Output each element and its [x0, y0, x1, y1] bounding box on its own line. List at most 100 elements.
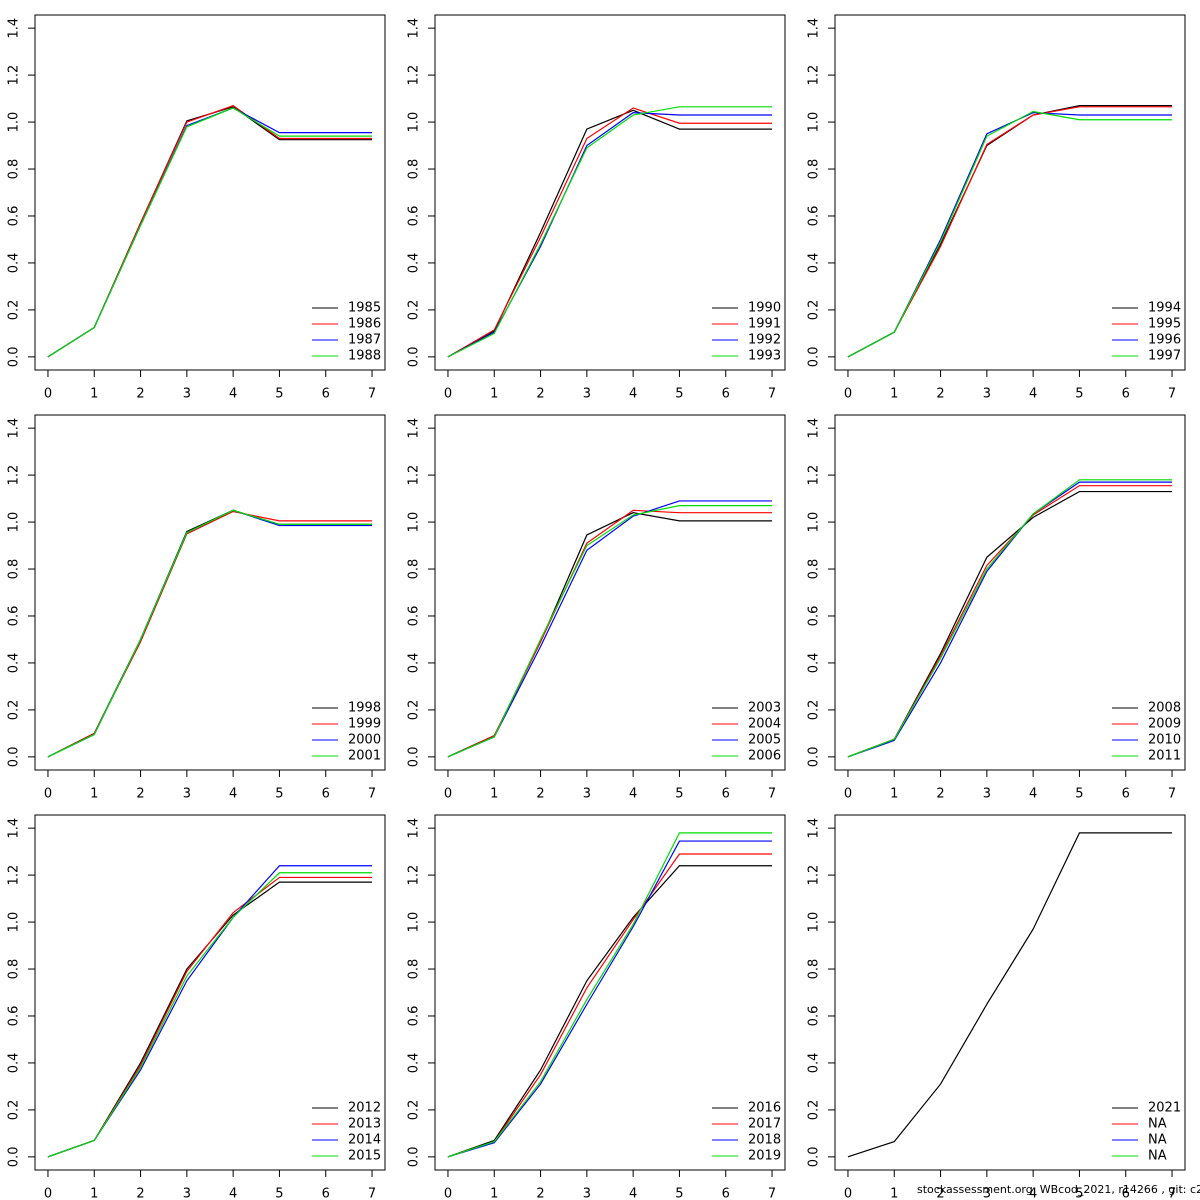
y-tick-label: 0.4	[807, 653, 822, 674]
legend-label: 2016	[748, 1101, 781, 1116]
legend-label: NA	[1148, 1133, 1167, 1148]
x-tick-label: 0	[44, 787, 52, 802]
y-tick-label: 0.4	[807, 1053, 822, 1074]
y-tick-label: 1.0	[807, 112, 822, 133]
y-tick-label: 0.2	[7, 300, 22, 321]
y-tick-label: 0.2	[407, 700, 422, 721]
series-line	[447, 107, 773, 358]
x-tick-label: 2	[536, 387, 544, 402]
legend-label: 2006	[748, 749, 781, 764]
legend-label: 1996	[1148, 333, 1181, 348]
y-tick-label: 0.0	[807, 1147, 822, 1168]
series-line	[847, 832, 1173, 1158]
plot-frame	[34, 814, 386, 1171]
y-tick-label: 1.0	[807, 912, 822, 933]
x-tick-label: 3	[183, 787, 191, 802]
y-tick-label: 1.4	[407, 818, 422, 839]
x-tick-label: 2	[936, 787, 944, 802]
y-tick-label: 1.2	[807, 465, 822, 486]
x-tick-label: 6	[322, 1187, 330, 1200]
x-tick-label: 3	[983, 1187, 991, 1200]
y-tick-label: 1.4	[807, 418, 822, 439]
x-tick-label: 2	[536, 1187, 544, 1200]
x-tick-label: 1	[490, 787, 498, 802]
series-line	[447, 840, 773, 1158]
x-tick-label: 2	[936, 387, 944, 402]
y-tick-label: 0.8	[807, 959, 822, 980]
legend-label: NA	[1148, 1117, 1167, 1132]
x-tick-label: 2	[136, 1187, 144, 1200]
y-tick-label: 0.4	[407, 1053, 422, 1074]
y-tick-label: 0.8	[407, 559, 422, 580]
series-line	[847, 110, 1173, 358]
series-line	[447, 853, 773, 1158]
y-tick-label: 1.0	[7, 912, 22, 933]
series-line	[47, 509, 373, 758]
y-tick-label: 0.0	[7, 1147, 22, 1168]
x-tick-label: 7	[768, 1187, 776, 1200]
y-tick-label: 0.4	[807, 253, 822, 274]
x-tick-label: 4	[1029, 387, 1037, 402]
y-tick-label: 0.6	[407, 1006, 422, 1027]
y-tick-label: 0.6	[807, 1006, 822, 1027]
x-tick-label: 0	[44, 387, 52, 402]
y-tick-label: 0.4	[7, 1053, 22, 1074]
x-tick-label: 5	[1075, 387, 1083, 402]
legend-label: 1993	[748, 349, 781, 364]
y-tick-label: 1.0	[407, 512, 422, 533]
x-tick-label: 1	[90, 387, 98, 402]
x-tick-label: 3	[583, 1187, 591, 1200]
y-tick-label: 0.2	[407, 1100, 422, 1121]
x-tick-label: 1	[90, 1187, 98, 1200]
y-tick-label: 1.2	[7, 65, 22, 86]
y-tick-label: 0.6	[407, 606, 422, 627]
x-tick-label: 6	[1122, 787, 1130, 802]
legend-label: 2013	[348, 1117, 381, 1132]
legend-label: 2005	[748, 733, 781, 748]
x-tick-label: 4	[229, 387, 237, 402]
y-tick-label: 0.0	[807, 347, 822, 368]
y-tick-label: 0.4	[7, 653, 22, 674]
y-tick-label: 0.6	[807, 606, 822, 627]
x-tick-label: 7	[368, 387, 376, 402]
y-tick-label: 0.8	[7, 559, 22, 580]
x-tick-label: 1	[890, 1187, 898, 1200]
x-tick-label: 7	[1168, 387, 1176, 402]
y-tick-label: 0.0	[807, 747, 822, 768]
x-tick-label: 1	[90, 787, 98, 802]
x-tick-label: 6	[722, 787, 730, 802]
y-tick-label: 0.4	[407, 253, 422, 274]
x-tick-label: 0	[444, 787, 452, 802]
x-tick-label: 0	[844, 1187, 852, 1200]
x-tick-label: 0	[444, 1187, 452, 1200]
y-tick-label: 0.6	[807, 206, 822, 227]
x-tick-label: 4	[1029, 787, 1037, 802]
plot-frame	[834, 814, 1186, 1171]
legend-label: 2009	[1148, 717, 1181, 732]
y-tick-label: 0.8	[807, 559, 822, 580]
legend-label: 2017	[748, 1117, 781, 1132]
legend-label: 2014	[348, 1133, 381, 1148]
plot-frame	[434, 14, 786, 371]
legend-label: 2015	[348, 1149, 381, 1164]
x-tick-label: 4	[229, 1187, 237, 1200]
plot-frame	[834, 414, 1186, 771]
series-line	[447, 505, 773, 758]
x-tick-label: 0	[44, 1187, 52, 1200]
x-tick-label: 1	[890, 387, 898, 402]
x-tick-label: 2	[136, 387, 144, 402]
y-tick-label: 0.6	[407, 206, 422, 227]
legend-label: 1986	[348, 317, 381, 332]
x-tick-label: 6	[322, 387, 330, 402]
y-tick-label: 0.8	[807, 159, 822, 180]
x-tick-label: 3	[583, 787, 591, 802]
y-tick-label: 0.8	[7, 959, 22, 980]
x-tick-label: 5	[1075, 787, 1083, 802]
series-line	[447, 865, 773, 1158]
footer: stockassessment.org, WBcod_2021, r14266 …	[917, 1183, 1200, 1196]
y-tick-label: 1.0	[7, 112, 22, 133]
plot-frame	[34, 14, 386, 371]
y-tick-label: 0.8	[407, 159, 422, 180]
